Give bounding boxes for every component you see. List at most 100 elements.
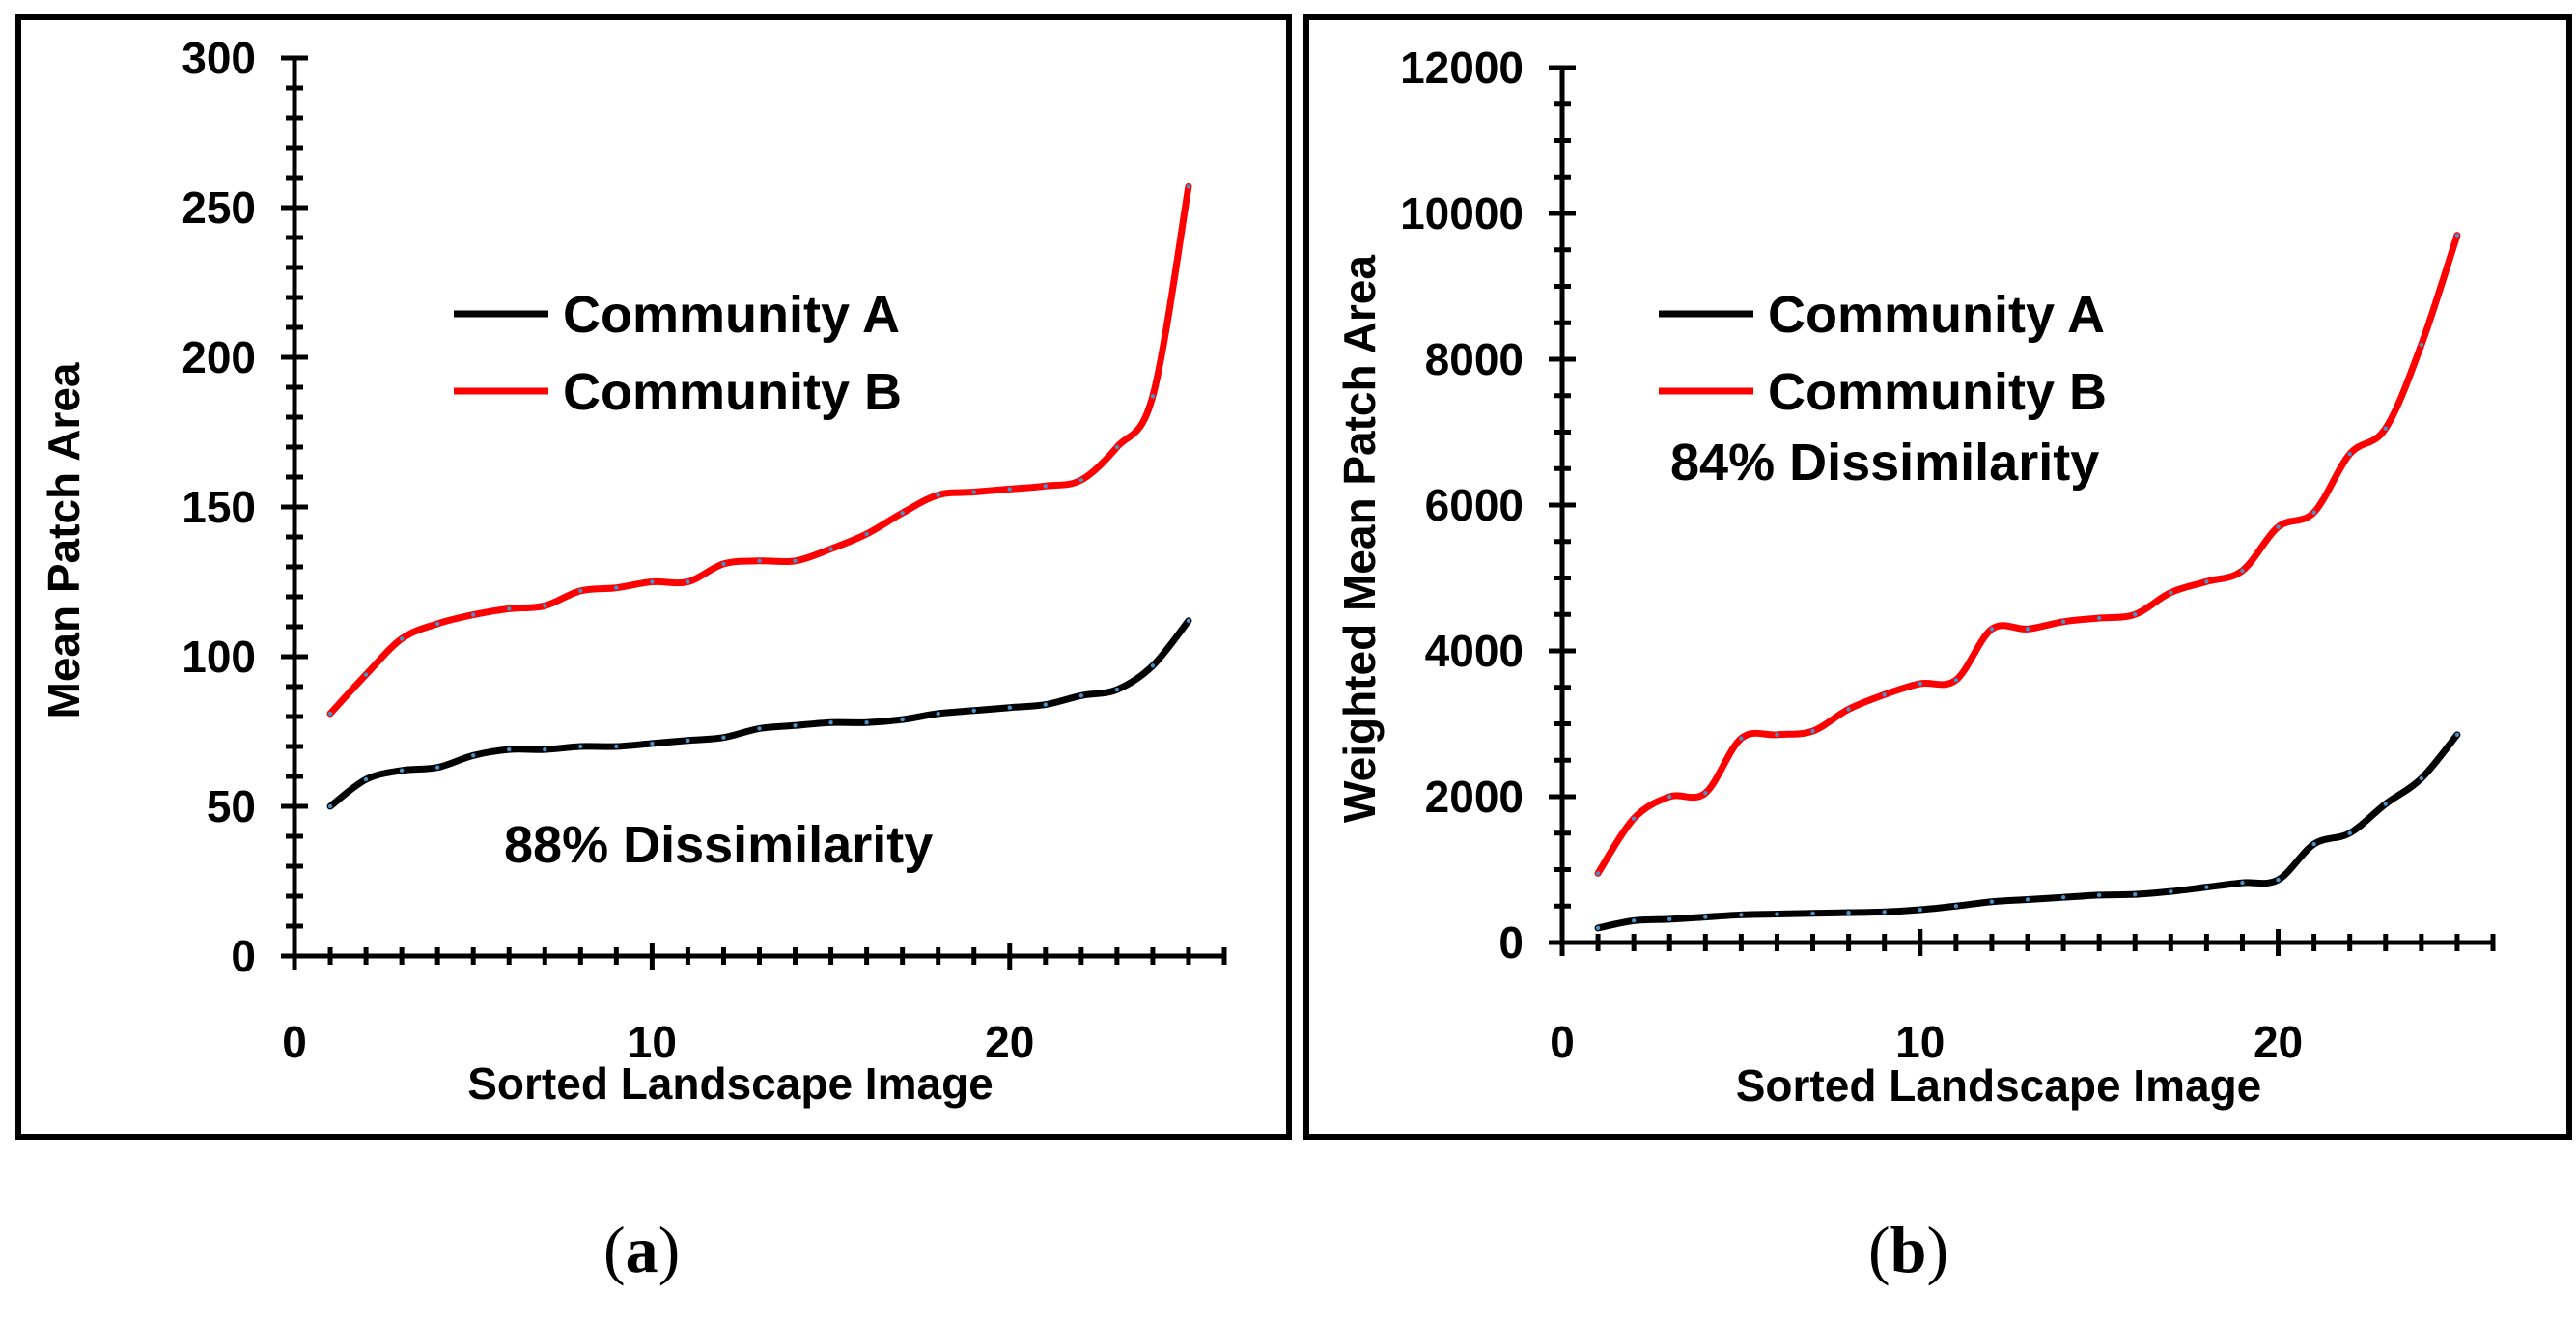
data-point-community-b xyxy=(936,493,940,497)
data-point-community-a xyxy=(2060,894,2066,900)
y-tick-label: 8000 xyxy=(1425,334,1524,384)
y-tick-label: 4000 xyxy=(1425,626,1524,676)
data-point-community-b xyxy=(434,621,440,627)
data-point-community-b xyxy=(399,636,405,641)
y-tick-label: 2000 xyxy=(1425,772,1524,822)
data-point-community-a xyxy=(828,720,833,725)
data-point-community-b xyxy=(1078,477,1084,483)
data-point-community-b xyxy=(2454,233,2460,238)
data-point-community-a xyxy=(434,765,440,770)
panel-label-a: (a) xyxy=(603,1213,681,1286)
y-axis-title: Weighted Mean Patch Area xyxy=(1334,255,1385,823)
data-point-community-b xyxy=(1882,692,1887,697)
data-point-community-b xyxy=(363,672,369,677)
data-point-community-a xyxy=(1953,904,1959,909)
x-axis-title: Sorted Landscape Image xyxy=(1736,1060,2262,1111)
data-point-community-a xyxy=(757,726,762,731)
data-point-community-b xyxy=(470,612,476,617)
y-tick-label: 300 xyxy=(182,33,256,83)
y-tick-label: 250 xyxy=(182,183,256,233)
data-point-community-b xyxy=(1043,484,1049,489)
dissimilarity-annotation: 84% Dissimilarity xyxy=(1670,434,2099,492)
data-point-community-b xyxy=(1846,707,1851,712)
data-point-community-b xyxy=(1989,627,1995,632)
data-point-community-b xyxy=(614,585,619,590)
panel-label-b: (b) xyxy=(1868,1213,1949,1286)
data-point-community-a xyxy=(507,746,512,752)
data-point-community-b xyxy=(2133,612,2138,617)
y-tick-label: 200 xyxy=(182,332,256,382)
data-point-community-b xyxy=(2419,342,2424,348)
data-point-community-a xyxy=(1667,916,1672,922)
data-point-community-a xyxy=(327,803,333,809)
data-point-community-a xyxy=(1703,915,1708,919)
data-point-community-b xyxy=(793,558,798,563)
data-point-community-a xyxy=(971,708,976,713)
series-line-community-b xyxy=(326,183,1192,718)
legend-label-community-b: Community B xyxy=(1768,363,2107,421)
data-point-community-b xyxy=(864,531,869,537)
data-point-community-b xyxy=(1595,871,1601,876)
y-tick-label: 150 xyxy=(182,482,256,532)
x-tick-label: 0 xyxy=(282,1017,307,1067)
data-point-community-b xyxy=(1007,487,1012,492)
data-point-community-a xyxy=(1989,899,1995,904)
panel-b-frame xyxy=(1303,14,2572,1140)
data-point-community-a xyxy=(1150,663,1156,668)
data-point-community-b xyxy=(650,579,655,584)
data-point-community-a xyxy=(721,735,726,740)
data-point-community-b xyxy=(1953,678,1959,683)
x-tick-label: 20 xyxy=(985,1017,1034,1067)
data-point-community-a xyxy=(2204,885,2209,889)
legend-label-community-b: Community B xyxy=(563,363,902,421)
data-point-community-b xyxy=(1775,732,1779,738)
data-point-community-a xyxy=(1631,918,1637,923)
data-point-community-a xyxy=(1918,907,1922,913)
data-point-community-a xyxy=(1114,687,1120,692)
data-point-community-a xyxy=(1078,693,1084,698)
data-point-community-a xyxy=(363,776,369,782)
data-point-community-a xyxy=(793,723,798,728)
data-point-community-a xyxy=(578,744,583,749)
data-point-community-b xyxy=(578,588,583,593)
data-point-community-b xyxy=(2276,524,2281,529)
data-point-community-b xyxy=(507,606,512,611)
data-point-community-a xyxy=(614,744,619,749)
data-point-community-a xyxy=(1846,910,1851,915)
data-point-community-b xyxy=(543,604,547,608)
series-line-community-a xyxy=(326,617,1192,810)
data-point-community-b xyxy=(2383,426,2388,431)
data-point-community-b xyxy=(1631,816,1637,821)
data-point-community-a xyxy=(650,741,655,746)
data-point-community-a xyxy=(470,753,476,758)
data-point-community-a xyxy=(1007,705,1012,710)
data-point-community-a xyxy=(2347,830,2352,835)
data-point-community-a xyxy=(543,746,547,752)
y-tick-label: 100 xyxy=(182,632,256,682)
y-tick-label: 50 xyxy=(207,781,256,831)
y-tick-label: 10000 xyxy=(1400,188,1524,239)
x-tick-label: 0 xyxy=(1550,1017,1575,1067)
data-point-community-b xyxy=(327,711,333,717)
data-point-community-b xyxy=(2240,568,2245,574)
data-point-community-a xyxy=(1186,618,1191,623)
y-tick-label: 6000 xyxy=(1425,480,1524,530)
data-point-community-b xyxy=(1810,728,1815,734)
data-point-community-a xyxy=(936,711,940,717)
x-axis-title: Sorted Landscape Image xyxy=(467,1058,994,1109)
data-point-community-b xyxy=(1114,444,1120,450)
data-point-community-b xyxy=(2060,619,2066,624)
data-point-community-a xyxy=(2025,897,2030,902)
data-point-community-a xyxy=(2419,775,2424,781)
data-point-community-a xyxy=(1882,910,1887,915)
x-tick-label: 20 xyxy=(2254,1017,2303,1067)
y-tick-label: 12000 xyxy=(1400,42,1524,93)
data-point-community-a xyxy=(2311,841,2316,847)
data-point-community-b xyxy=(1918,681,1922,687)
data-point-community-b xyxy=(1703,791,1708,796)
legend-label-community-a: Community A xyxy=(1768,286,2105,344)
data-point-community-b xyxy=(2311,510,2316,515)
data-point-community-a xyxy=(2240,880,2245,886)
